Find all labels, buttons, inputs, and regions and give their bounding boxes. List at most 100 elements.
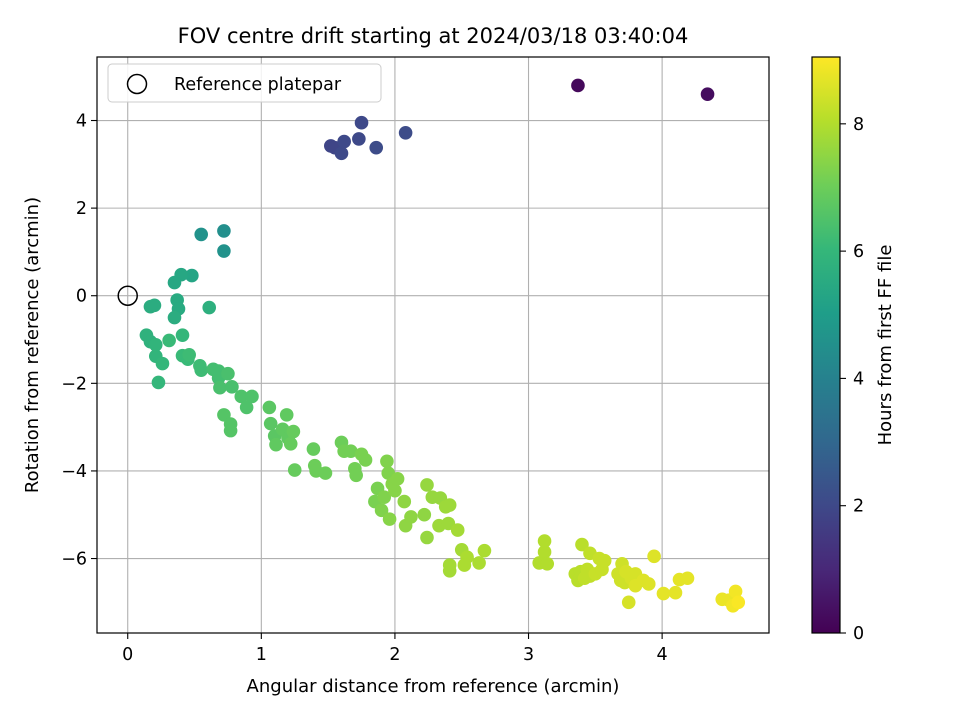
scatter-point (472, 556, 486, 570)
x-tick-label: 1 (256, 645, 267, 665)
scatter-point (457, 558, 472, 572)
colorbar-tick-label: 6 (853, 242, 864, 262)
scatter-point (597, 553, 612, 568)
x-tick-label: 4 (657, 645, 668, 665)
scatter-point (194, 363, 209, 377)
scatter-point (354, 115, 369, 130)
scatter-point (382, 512, 397, 526)
scatter-point (287, 463, 302, 477)
y-tick-label: −6 (61, 550, 87, 570)
scatter-point (151, 375, 166, 390)
scatter-point (234, 389, 249, 404)
scatter-point (404, 510, 418, 524)
scatter-point (647, 549, 661, 564)
scatter-point (388, 483, 402, 498)
scatter-point (575, 537, 589, 552)
colorbar-tick-label: 8 (853, 115, 864, 135)
scatter-point (283, 436, 298, 451)
scatter-point (380, 454, 394, 469)
scatter-point (262, 400, 277, 415)
colorbar-tick-label: 4 (853, 369, 864, 389)
colorbar-gradient (811, 56, 841, 634)
scatter-point (731, 595, 746, 610)
scatter-point (239, 400, 254, 415)
scatter-point (306, 442, 321, 456)
colorbar-tick-label: 2 (853, 497, 864, 517)
scatter-point (680, 571, 695, 586)
scatter-point (286, 424, 301, 439)
scatter-point (369, 140, 384, 155)
scatter-point (537, 545, 552, 559)
scatter-point (221, 366, 235, 381)
y-tick-label: 2 (76, 199, 87, 219)
y-tick-label: 0 (76, 287, 87, 307)
scatter-point (420, 478, 434, 492)
y-tick-label: −2 (61, 374, 87, 394)
data-points (139, 78, 746, 613)
scatter-point (417, 507, 432, 522)
scatter-point (540, 556, 555, 571)
scatter-point (182, 348, 196, 362)
scatter-point (358, 453, 373, 467)
scatter-point (148, 337, 163, 352)
scatter-point (352, 132, 366, 146)
scatter-point (442, 498, 457, 512)
scatter-point (162, 333, 176, 348)
x-axis-label: Angular distance from reference (arcmin) (247, 676, 620, 697)
y-axis-label: Rotation from reference (arcmin) (22, 197, 43, 493)
grid-lines (97, 57, 769, 633)
scatter-point (155, 356, 170, 371)
scatter-point (450, 523, 465, 537)
scatter-point (668, 585, 683, 600)
scatter-point (202, 300, 217, 315)
scatter-point (225, 380, 239, 394)
plot-area-frame (96, 56, 770, 634)
scatter-point (377, 490, 392, 505)
legend: Reference platepar (107, 63, 382, 103)
y-tick-label: −4 (61, 462, 87, 482)
reference-platepar-marker (117, 285, 138, 306)
scatter-point (175, 328, 190, 342)
scatter-point (194, 227, 209, 242)
colorbar-tick-label: 0 (853, 624, 864, 644)
x-tick-label: 0 (122, 645, 133, 665)
scatter-point (269, 437, 283, 452)
scatter-point (537, 534, 552, 548)
scatter-point (185, 268, 199, 283)
scatter-point (390, 472, 405, 486)
scatter-point (374, 503, 389, 518)
legend-marker-reference (126, 73, 148, 95)
scatter-point (263, 416, 278, 431)
scatter-point (344, 444, 358, 459)
scatter-point (728, 584, 743, 599)
scatter-point (334, 146, 349, 161)
scatter-point (700, 87, 715, 102)
scatter-point (571, 78, 585, 93)
chart-title: FOV centre drift starting at 2024/03/18 … (178, 24, 689, 48)
scatter-point (656, 586, 671, 601)
y-tick-label: 4 (76, 112, 87, 132)
x-tick-label: 3 (523, 645, 534, 665)
scatter-point (477, 543, 492, 558)
colorbar-ticks: 0 2 4 6 8 (840, 115, 864, 644)
legend-box (107, 63, 382, 103)
scatter-point (217, 224, 231, 238)
scatter-point (213, 380, 227, 395)
scatter-point (641, 577, 656, 591)
scatter-point (337, 134, 351, 149)
y-axis-ticks: −6 −4 −2 0 2 4 (61, 112, 97, 570)
x-tick-label: 2 (389, 645, 400, 665)
scatter-point (245, 389, 259, 404)
colorbar-label: Hours from first FF file (875, 245, 896, 446)
scatter-point (420, 530, 434, 545)
scatter-point (398, 125, 413, 140)
scatter-point (167, 310, 182, 325)
scatter-point (147, 298, 162, 313)
scatter-point (318, 466, 333, 480)
colorbar: 0 2 4 6 8 Hours from first FF file (811, 56, 896, 644)
scatter-point (397, 494, 412, 509)
legend-label-reference: Reference platepar (174, 75, 342, 95)
x-axis-ticks: 0 1 2 3 4 (122, 633, 668, 665)
